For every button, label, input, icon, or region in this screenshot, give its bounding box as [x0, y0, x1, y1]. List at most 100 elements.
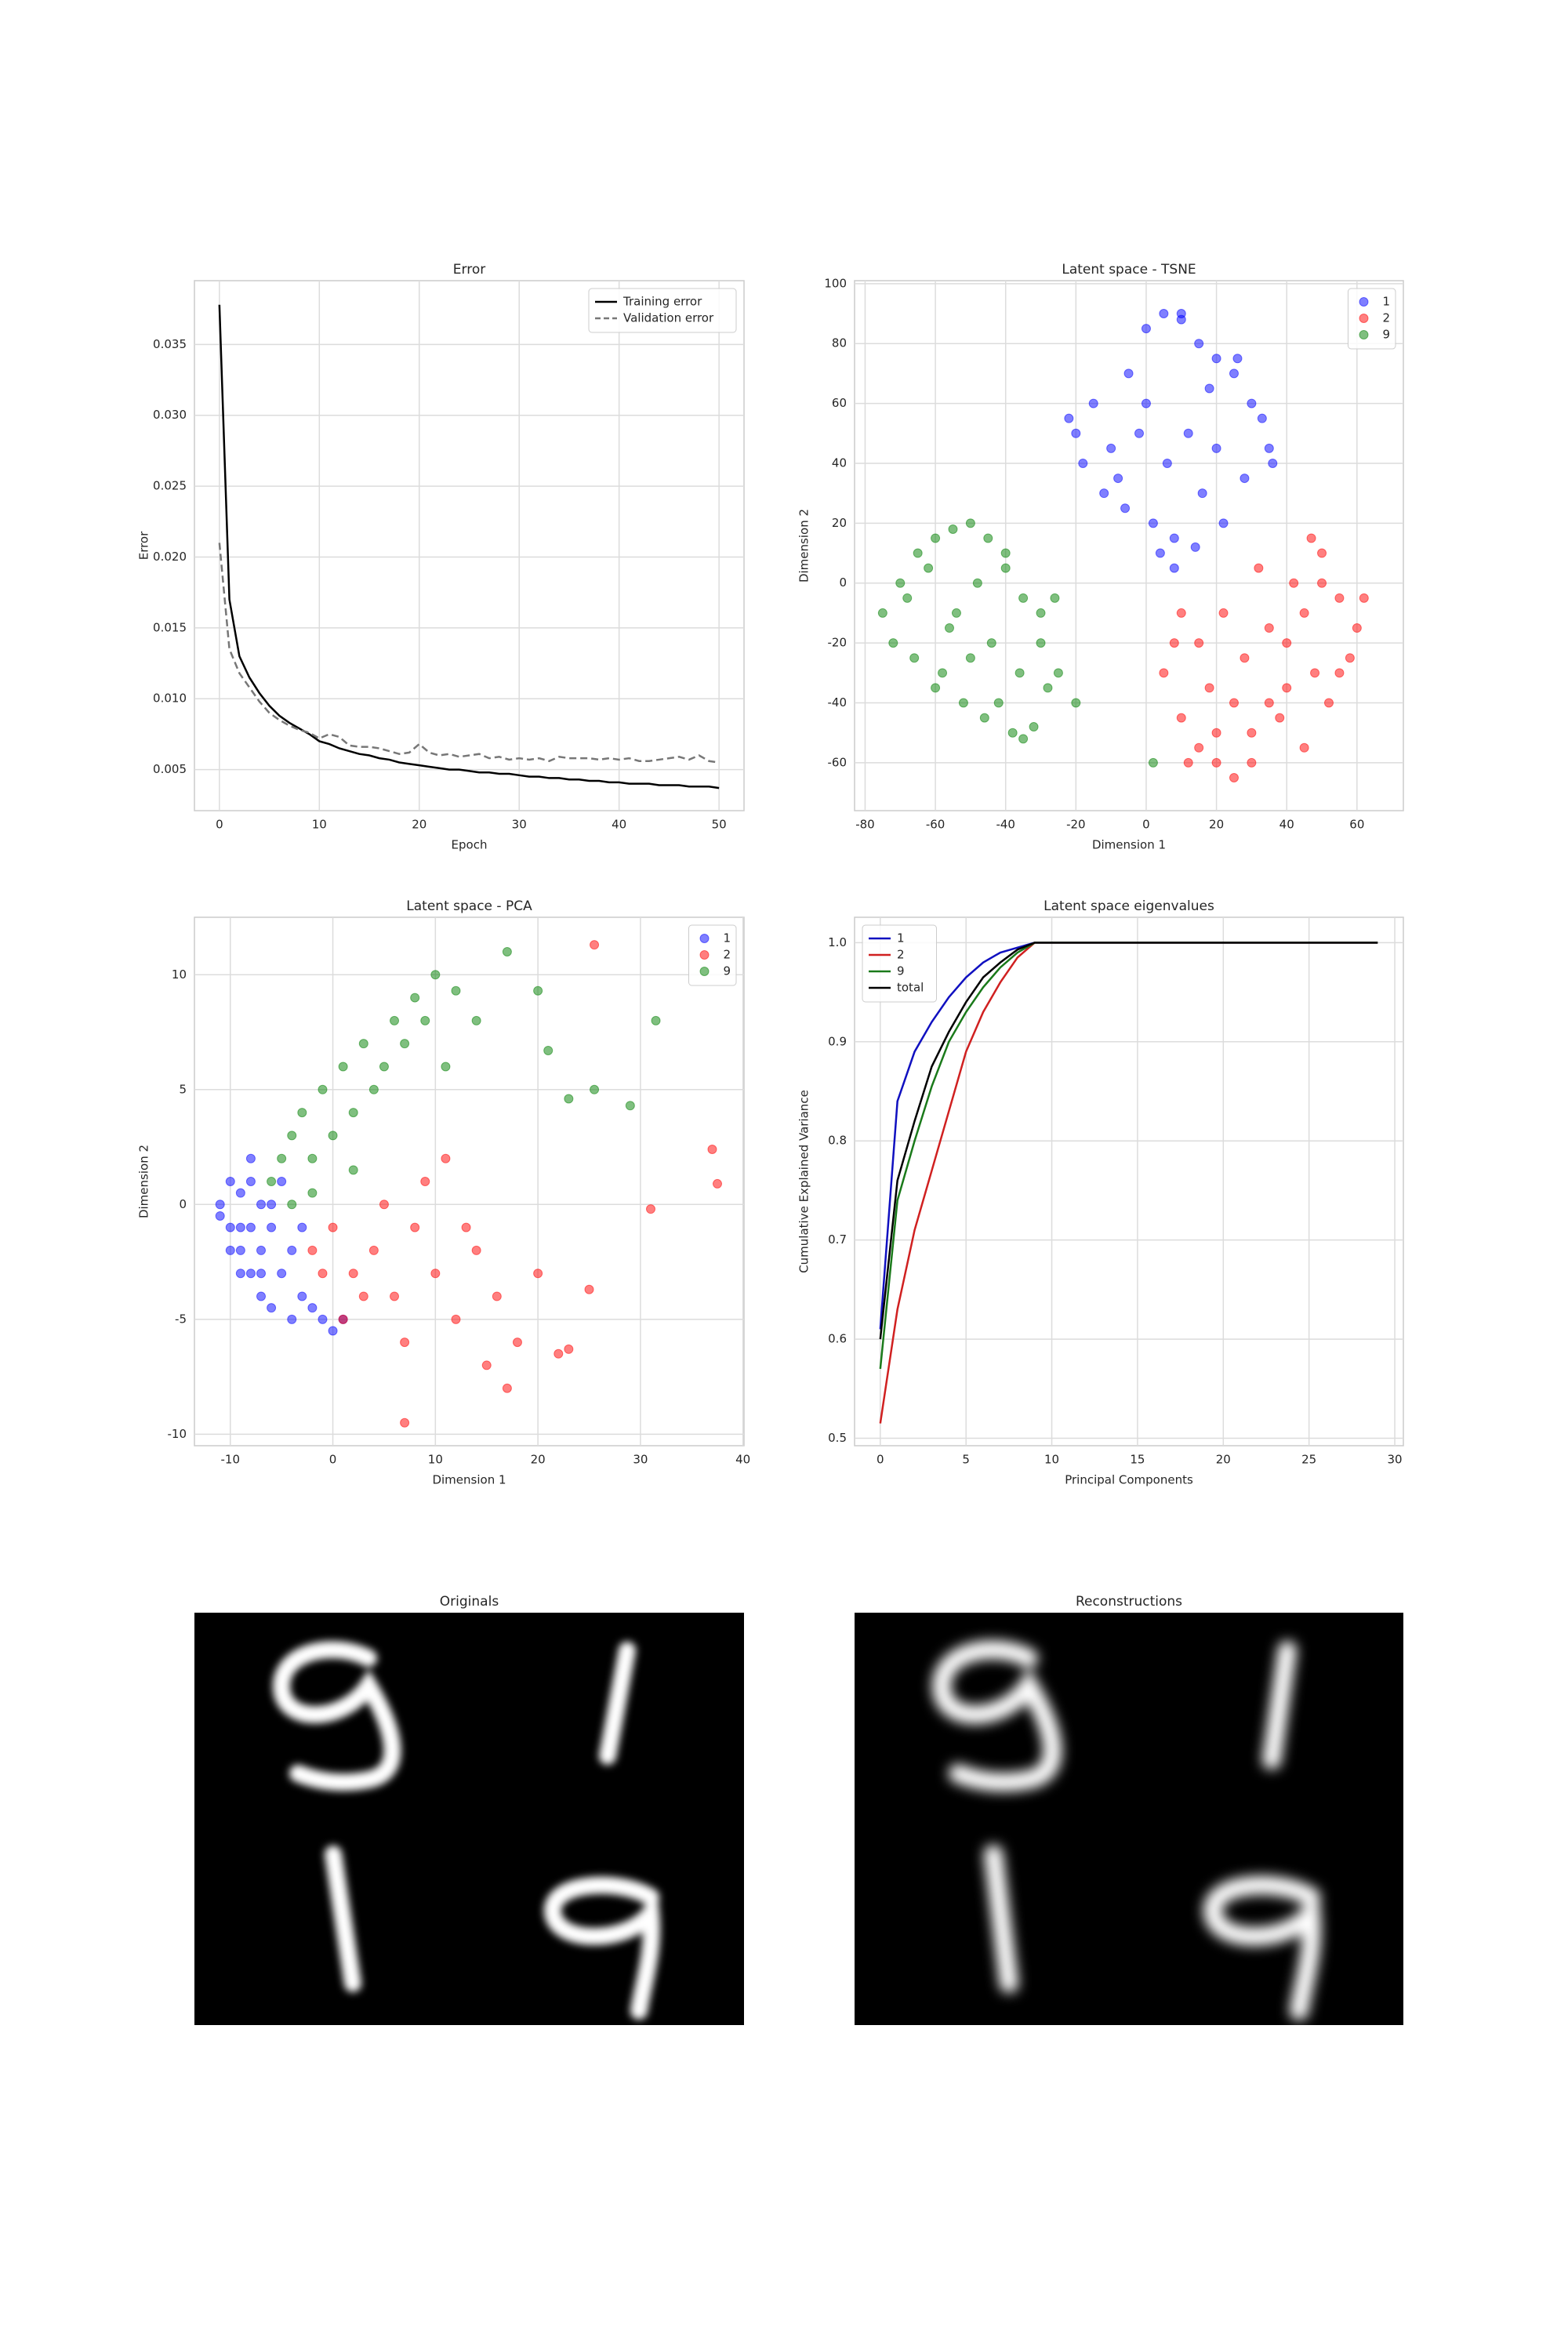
scatter-point [1148, 757, 1158, 768]
scatter-point [235, 1269, 245, 1279]
axes-background [194, 280, 745, 811]
scatter-point [400, 1039, 410, 1049]
scatter-point [267, 1177, 277, 1186]
x-tick-label: -40 [996, 818, 1015, 832]
scatter-point [502, 1383, 512, 1393]
scatter-point [235, 1188, 245, 1198]
scatter-point [1043, 683, 1053, 693]
scatter-point [1310, 668, 1320, 678]
scatter-point [256, 1200, 267, 1210]
scatter-point [931, 683, 941, 693]
scatter-point [1183, 757, 1193, 768]
legend: 1 2 9 [688, 924, 737, 986]
scatter-point [225, 1177, 235, 1186]
scatter-point [1299, 608, 1309, 618]
x-tick-label: 5 [962, 1453, 970, 1467]
scatter-point [1334, 668, 1345, 678]
scatter-point [1268, 458, 1278, 468]
scatter-point [590, 940, 600, 950]
scatter-point [1334, 593, 1345, 603]
scatter-point [1211, 728, 1221, 738]
scatter-point [245, 1269, 256, 1279]
y-tick-label: 0.8 [828, 1134, 847, 1148]
scatter-point [358, 1039, 368, 1049]
scatter-point [1306, 533, 1316, 543]
x-axis-label: Dimension 1 [1092, 838, 1166, 852]
legend-marker [1359, 314, 1369, 323]
scatter-point [430, 970, 441, 980]
scatter-point [451, 985, 461, 996]
x-tick-label: 20 [531, 1453, 546, 1467]
scatter-point [1264, 698, 1274, 708]
scatter-point [328, 1326, 338, 1336]
scatter-point [441, 1153, 451, 1163]
scatter-point [1176, 713, 1186, 723]
scatter-point [287, 1245, 297, 1255]
scatter-point [1317, 548, 1327, 558]
y-axis-label: Error [137, 531, 151, 560]
scatter-point [1007, 728, 1018, 738]
scatter-point [368, 1084, 379, 1094]
legend-label: Validation error [623, 311, 714, 325]
legend-box [862, 924, 937, 1003]
scatter-point [400, 1338, 410, 1348]
reconstructions-image [855, 1613, 1403, 2025]
scatter-point [348, 1108, 358, 1118]
scatter-point [471, 1015, 481, 1025]
y-tick-label: 20 [832, 516, 847, 530]
x-tick-label: 10 [1044, 1453, 1059, 1467]
scatter-point [297, 1108, 307, 1118]
y-tick-label: 10 [172, 967, 187, 982]
axes-background [854, 916, 1404, 1446]
scatter-point [1071, 698, 1081, 708]
scatter-point [348, 1165, 358, 1175]
x-tick-label: 50 [712, 818, 727, 832]
scatter-point [1229, 772, 1239, 782]
x-tick-label: 0 [877, 1453, 884, 1467]
y-tick-label: -10 [168, 1427, 187, 1441]
y-tick-label: 0.035 [153, 337, 187, 351]
scatter-point [877, 608, 887, 618]
scatter-point [1218, 518, 1229, 528]
scatter-point [1194, 742, 1204, 753]
scatter-point [318, 1314, 328, 1324]
legend-label: 2 [1383, 311, 1391, 325]
x-tick-label: 60 [1349, 818, 1364, 832]
x-tick-label: 0 [329, 1453, 337, 1467]
legend: Training error Validation error [588, 288, 737, 333]
data-line [218, 543, 720, 764]
legend-label: 9 [897, 964, 905, 978]
scatter-point [430, 1269, 441, 1279]
y-tick-label: 0.9 [828, 1034, 847, 1048]
scatter-point [895, 578, 906, 588]
scatter-point [1148, 518, 1158, 528]
y-tick-label: 1.0 [828, 935, 847, 949]
scatter-point [1323, 698, 1334, 708]
scatter-point [256, 1291, 267, 1301]
plot-area [194, 916, 745, 1446]
scatter-point [645, 1204, 655, 1214]
chart-title: Error [453, 262, 485, 278]
legend-marker [699, 934, 710, 943]
scatter-point [1099, 488, 1109, 499]
scatter-point [993, 698, 1004, 708]
scatter-point [338, 1314, 348, 1324]
scatter-point [1345, 653, 1355, 663]
legend-label: 1 [1383, 295, 1391, 309]
scatter-point [712, 1178, 722, 1189]
scatter-point [277, 1153, 287, 1163]
x-tick-label: 20 [1209, 818, 1224, 832]
x-tick-label: 30 [633, 1453, 648, 1467]
scatter-point [1071, 428, 1081, 438]
y-tick-label: 0.030 [153, 408, 187, 422]
scatter-point [1282, 638, 1292, 648]
scatter-point [307, 1153, 318, 1163]
y-tick-label: 0.020 [153, 550, 187, 564]
x-tick-label: -10 [221, 1453, 241, 1467]
scatter-point [590, 1084, 600, 1094]
scatter-point [379, 1062, 389, 1072]
originals-image [194, 1613, 744, 2025]
scatter-point [215, 1200, 225, 1210]
scatter-point [564, 1344, 574, 1354]
scatter-point [1197, 488, 1207, 499]
